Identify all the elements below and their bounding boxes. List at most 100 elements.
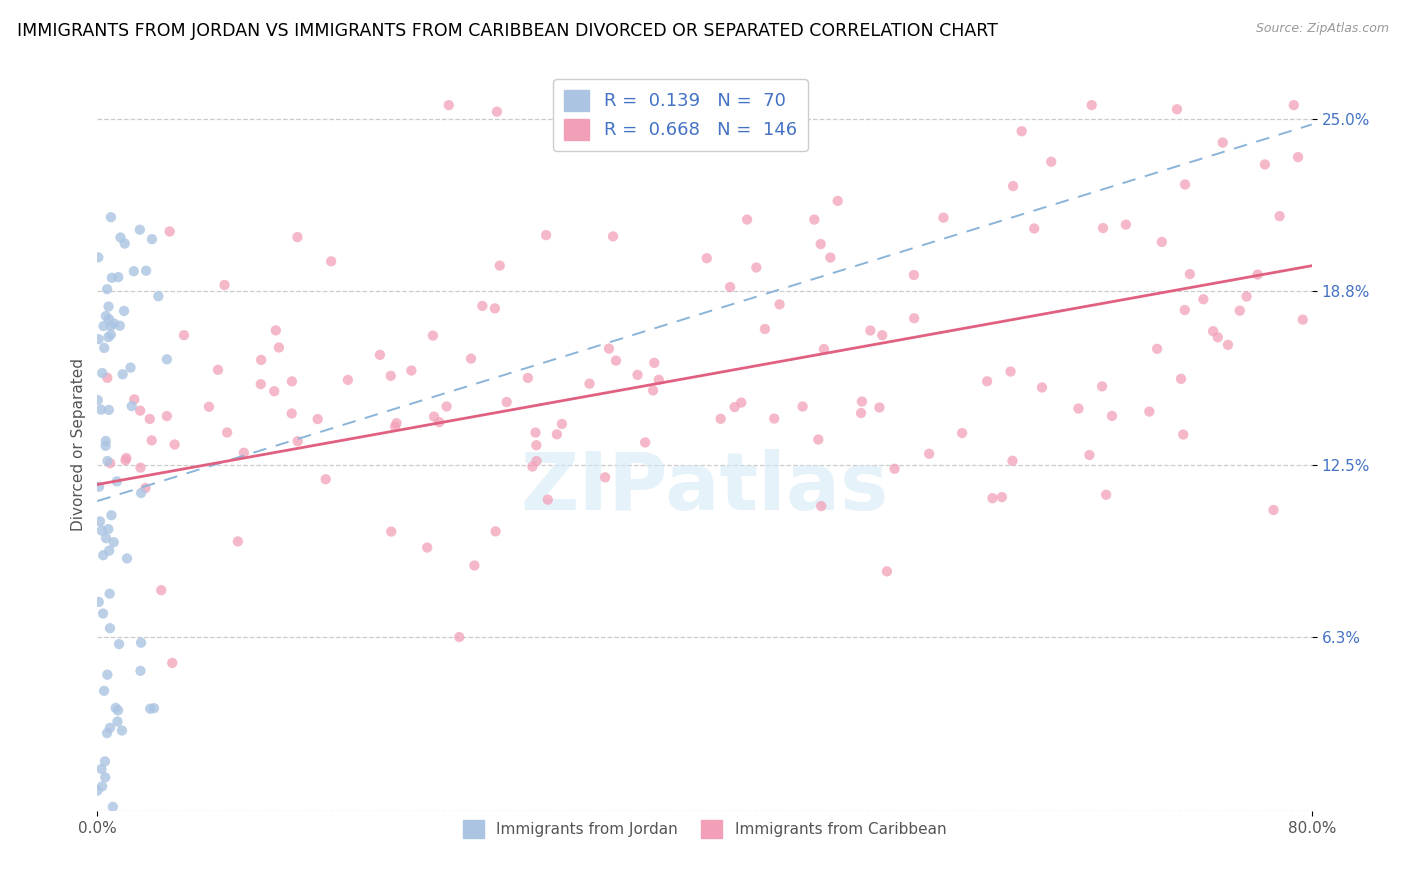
Point	[336, 373, 359, 387]
Point	[103, 317, 125, 331]
Point	[1078, 448, 1101, 462]
Point	[198, 400, 221, 414]
Point	[98, 312, 121, 326]
Point	[139, 412, 162, 426]
Point	[1146, 342, 1168, 356]
Point	[524, 438, 547, 452]
Point	[1150, 235, 1173, 249]
Point	[1254, 157, 1277, 171]
Text: IMMIGRANTS FROM JORDAN VS IMMIGRANTS FROM CARIBBEAN DIVORCED OR SEPARATED CORREL: IMMIGRANTS FROM JORDAN VS IMMIGRANTS FRO…	[17, 22, 998, 40]
Point	[1268, 209, 1291, 223]
Point	[803, 212, 825, 227]
Point	[97, 522, 120, 536]
Point	[526, 454, 548, 468]
Point	[96, 667, 118, 681]
Point	[1095, 488, 1118, 502]
Point	[1031, 380, 1053, 394]
Point	[1263, 503, 1285, 517]
Point	[94, 531, 117, 545]
Point	[1282, 98, 1305, 112]
Point	[94, 309, 117, 323]
Point	[976, 374, 998, 388]
Point	[524, 425, 547, 440]
Point	[870, 328, 893, 343]
Point	[903, 268, 925, 282]
Point	[1246, 268, 1268, 282]
Point	[1173, 427, 1195, 442]
Point	[97, 403, 120, 417]
Point	[98, 456, 121, 470]
Point	[380, 368, 402, 383]
Point	[384, 419, 406, 434]
Point	[287, 434, 309, 449]
Point	[91, 780, 114, 794]
Point	[1286, 150, 1309, 164]
Point	[537, 492, 560, 507]
Point	[1040, 154, 1063, 169]
Point	[932, 211, 955, 225]
Point	[723, 400, 745, 414]
Point	[605, 353, 627, 368]
Point	[124, 392, 146, 407]
Point	[162, 656, 184, 670]
Point	[148, 289, 170, 303]
Point	[107, 714, 129, 729]
Point	[810, 499, 832, 513]
Point	[264, 323, 287, 337]
Point	[807, 433, 830, 447]
Point	[488, 259, 510, 273]
Point	[437, 98, 460, 112]
Point	[87, 332, 110, 346]
Point	[449, 630, 471, 644]
Point	[122, 264, 145, 278]
Point	[100, 327, 122, 342]
Point	[101, 800, 124, 814]
Point	[91, 607, 114, 621]
Point	[280, 407, 302, 421]
Point	[94, 434, 117, 448]
Point	[90, 524, 112, 538]
Point	[108, 637, 131, 651]
Point	[87, 595, 110, 609]
Point	[129, 664, 152, 678]
Point	[163, 437, 186, 451]
Point	[115, 451, 138, 466]
Point	[315, 472, 337, 486]
Point	[110, 230, 132, 244]
Point	[232, 446, 254, 460]
Point	[156, 352, 179, 367]
Point	[876, 565, 898, 579]
Point	[207, 363, 229, 377]
Point	[249, 377, 271, 392]
Point	[121, 399, 143, 413]
Point	[495, 395, 517, 409]
Point	[135, 263, 157, 277]
Point	[810, 237, 832, 252]
Point	[1212, 136, 1234, 150]
Point	[107, 703, 129, 717]
Point	[1137, 404, 1160, 418]
Point	[141, 434, 163, 448]
Point	[463, 558, 485, 573]
Point	[648, 373, 671, 387]
Point	[516, 371, 538, 385]
Point	[173, 328, 195, 343]
Point	[546, 427, 568, 442]
Point	[87, 251, 110, 265]
Point	[1229, 303, 1251, 318]
Point	[950, 425, 973, 440]
Point	[307, 412, 329, 426]
Point	[90, 402, 112, 417]
Point	[94, 439, 117, 453]
Point	[104, 701, 127, 715]
Point	[718, 280, 741, 294]
Text: ZIPatlas: ZIPatlas	[520, 450, 889, 527]
Point	[763, 411, 786, 425]
Point	[96, 282, 118, 296]
Point	[91, 548, 114, 562]
Point	[321, 254, 343, 268]
Point	[120, 360, 142, 375]
Point	[471, 299, 494, 313]
Point	[1166, 102, 1188, 116]
Point	[93, 319, 115, 334]
